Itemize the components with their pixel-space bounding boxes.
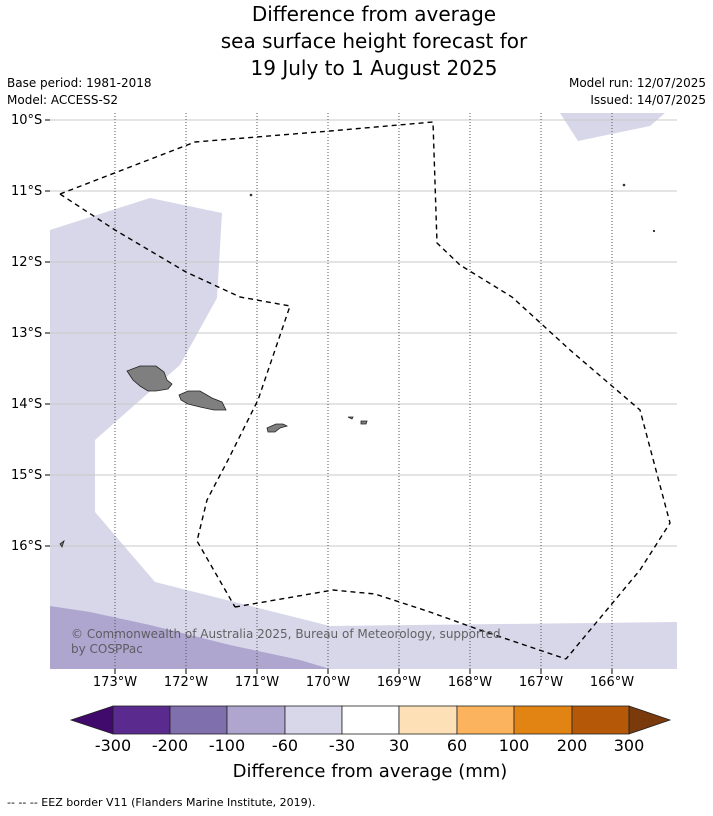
title-line-1: Difference from average [251,2,497,26]
copyright-line-2: by COSPPac [71,642,143,656]
colorbar-segment-8 [513,705,573,735]
colorbar-tick-label: -200 [151,736,189,755]
model-name: Model: ACCESS-S2 [7,93,119,107]
colorbar-tick-label: -30 [328,736,356,755]
eez-border-samoa [59,193,291,608]
map-area [50,113,677,669]
colorbar-tick-label: 60 [446,736,468,755]
map-title: Difference from average sea surface heig… [0,1,713,82]
lon-label-168w: 168°W [447,675,493,690]
meta-right: Model run: 12/07/2025 Issued: 14/07/2025 [569,75,706,109]
lon-label-167w: 167°W [518,675,564,690]
colorbar-tick-label: 100 [498,736,530,755]
lat-label-11s: 11°S [11,184,43,199]
eez-border-tokelau-samoa [59,121,671,660]
colorbar-tick-label: 300 [613,736,645,755]
island-tutuila [266,423,289,433]
colorbar-segment-9 [571,705,630,735]
island-atoll-ne [622,183,626,187]
lon-label-171w: 171°W [234,675,280,690]
anomaly-region-west [50,198,677,669]
colorbar-segment-7 [456,705,515,735]
lon-label-169w: 169°W [376,675,422,690]
lat-label-16s: 16°S [11,539,43,554]
longitude-ticks [114,669,613,674]
lon-label-172w: 172°W [163,675,209,690]
base-period: Base period: 1981-2018 [7,76,152,90]
island-west-small [59,539,65,548]
lat-label-15s: 15°S [11,468,43,483]
colorbar-segment-3 [226,705,286,735]
colorbar-title: Difference from average (mm) [232,761,508,782]
colorbar-segment-5 [341,705,400,735]
lat-label-13s: 13°S [11,326,43,341]
island-swains [249,193,253,197]
colorbar-segment-6 [398,705,458,735]
meta-left: Base period: 1981-2018 Model: ACCESS-S2 [7,75,152,109]
copyright-line-1: © Commonwealth of Australia 2025, Bureau… [71,627,501,641]
colorbar-segment-1 [112,705,171,735]
lat-label-14s: 14°S [11,397,43,412]
model-run: Model run: 12/07/2025 [568,76,706,90]
island-atoll-e [652,229,656,233]
eez-borders [59,121,671,660]
colorbar-extend-high [628,705,672,735]
lat-label-12s: 12°S [11,255,43,270]
colorbar-segment-2 [169,705,228,735]
latitude-gridlines [50,119,677,547]
eez-border-american-samoa [234,589,567,660]
colorbar-extend-low [69,705,114,735]
lon-label-170w: 170°W [305,675,351,690]
colorbar-tick-label: -100 [208,736,246,755]
colorbar-tick-label: -300 [94,736,132,755]
colorbar [69,705,672,735]
colorbar-tick-label: -60 [271,736,299,755]
land-masses [59,183,656,548]
colorbar-tick-label: 30 [388,736,410,755]
island-manua-2 [360,420,368,425]
title-line-2: sea surface height forecast for [220,29,528,53]
lon-label-173w: 173°W [92,675,138,690]
lon-label-166w: 166°W [589,675,635,690]
copyright-notice: © Commonwealth of Australia 2025, Bureau… [71,627,501,657]
colorbar-tick-label: 200 [556,736,588,755]
island-savaii [126,365,173,392]
eez-footnote: -- -- -- EEZ border V11 (Flanders Marine… [7,796,316,809]
colorbar-segment-4 [284,705,343,735]
island-manua-1 [347,416,354,420]
anomaly-region-southwest [50,606,330,669]
title-line-3: 19 July to 1 August 2025 [250,56,498,80]
lat-label-10s: 10°S [11,113,43,128]
latitude-ticks [45,119,50,547]
island-upolu [178,390,227,411]
issued-date: Issued: 14/07/2025 [590,93,706,107]
